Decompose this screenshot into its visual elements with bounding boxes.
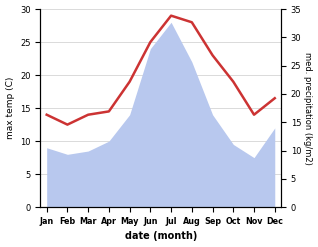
Y-axis label: max temp (C): max temp (C) (5, 77, 15, 139)
Y-axis label: med. precipitation (kg/m2): med. precipitation (kg/m2) (303, 52, 313, 165)
X-axis label: date (month): date (month) (125, 231, 197, 242)
